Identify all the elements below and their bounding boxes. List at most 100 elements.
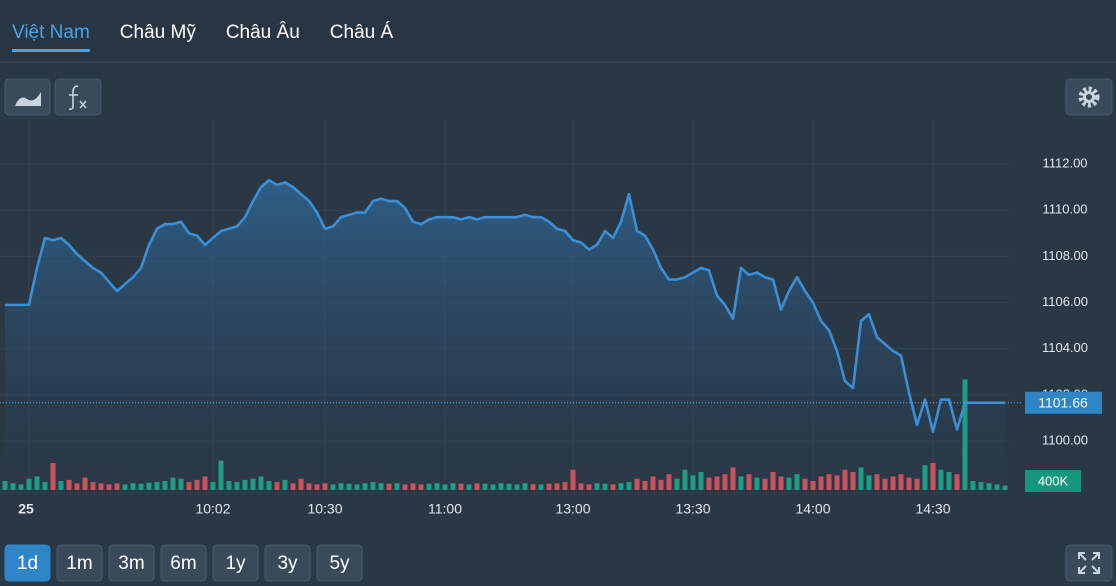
volume-bar [130, 483, 136, 490]
y-tick-label: 1112.00 [1042, 156, 1087, 171]
volume-bar [930, 462, 936, 490]
volume-bar [74, 483, 80, 490]
volume-bar [58, 480, 64, 490]
volume-bar [194, 479, 200, 490]
volume-bar [842, 469, 848, 490]
range-button[interactable]: 6m [160, 544, 207, 582]
volume-bar [618, 483, 624, 490]
volume-bar [2, 480, 8, 490]
volume-bar [234, 482, 240, 490]
volume-bar [674, 478, 680, 490]
range-button-label[interactable]: 3m [118, 553, 144, 574]
volume-bar [658, 479, 664, 490]
volume-bar [554, 483, 560, 490]
tab[interactable]: Châu Âu [226, 21, 300, 43]
range-button-bg[interactable] [4, 544, 51, 582]
volume-bar [306, 483, 312, 490]
volume-bar [434, 483, 440, 490]
volume-bar [410, 483, 416, 490]
volume-bar [226, 480, 232, 490]
range-button-bg[interactable] [212, 544, 259, 582]
volume-bar [426, 483, 432, 490]
volume-bar [42, 482, 48, 490]
volume-bar [650, 476, 656, 490]
tab[interactable]: Châu Á [330, 22, 394, 43]
volume-bar [90, 482, 96, 490]
volume-bar [402, 484, 408, 490]
volume-bar [722, 474, 728, 490]
range-button-label[interactable]: 5y [329, 553, 350, 574]
volume-bar [482, 483, 488, 490]
volume-bar [898, 474, 904, 490]
volume-bar [522, 483, 528, 490]
volume-bar [354, 484, 360, 490]
volume-bar [922, 465, 928, 490]
volume-bar [34, 476, 40, 490]
range-button[interactable]: 3m [108, 544, 155, 582]
range-button[interactable]: 3y [264, 544, 311, 582]
volume-bar [986, 483, 992, 490]
x-tick-label: 11:00 [428, 501, 462, 517]
volume-bar [210, 482, 216, 490]
range-button-bg[interactable] [160, 544, 207, 582]
range-button-label[interactable]: 1y [225, 553, 246, 574]
range-button-bg[interactable] [56, 544, 103, 582]
volume-bar [906, 477, 912, 490]
range-button-label[interactable]: 1d [17, 553, 38, 574]
area-type-button[interactable] [4, 78, 51, 116]
range-button[interactable]: 1m [56, 544, 103, 582]
volume-bar [954, 474, 960, 490]
volume-bar [362, 483, 368, 490]
volume-bar [538, 484, 544, 490]
range-button[interactable]: 5y [316, 544, 363, 582]
range-button[interactable]: 1d [4, 544, 51, 582]
x-tick-label: 10:02 [195, 501, 230, 517]
volume-bar [178, 478, 184, 490]
volume-bar [874, 474, 880, 490]
volume-bar [138, 483, 144, 490]
tab-bar [0, 0, 1116, 62]
tab[interactable]: Việt Nam [12, 22, 90, 43]
volume-bar [378, 483, 384, 490]
volume-bar [666, 474, 672, 490]
volume-bar [818, 476, 824, 490]
price-area [5, 180, 1005, 491]
range-button[interactable]: 1y [212, 544, 259, 582]
volume-bar [570, 469, 576, 490]
plot: 1100.001102.001104.001106.001108.001110.… [0, 120, 1102, 517]
y-tick-label: 1106.00 [1042, 294, 1088, 309]
tab[interactable]: Châu Mỹ [120, 22, 197, 43]
volume-bar [546, 483, 552, 490]
y-tick-label: 1104.00 [1042, 340, 1088, 355]
volume-tick-box [1025, 469, 1081, 492]
settings-button[interactable] [1065, 78, 1113, 116]
volume-bar [970, 480, 976, 490]
volume-bar [458, 483, 464, 490]
last-price-label: 1101.66 [1038, 394, 1088, 410]
range-button-label[interactable]: 6m [170, 553, 196, 574]
y-tick-label: 1110.00 [1042, 202, 1087, 217]
volume-bar [346, 483, 352, 490]
volume-bar [498, 483, 504, 490]
volume-bar [490, 484, 496, 490]
range-button-bg[interactable] [264, 544, 311, 582]
volume-bar [914, 478, 920, 490]
range-button-bg[interactable] [316, 544, 363, 582]
price-line [5, 178, 1005, 434]
volume-bar [578, 483, 584, 490]
range-button-label[interactable]: 1m [66, 553, 92, 574]
x-tick-label: 14:00 [795, 501, 830, 517]
volume-bar [858, 467, 864, 490]
y-tick-label: 1100.00 [1042, 433, 1088, 448]
volume-bar [170, 477, 176, 490]
volume-bar [762, 478, 768, 490]
volume-bar [266, 480, 272, 490]
volume-bar [978, 482, 984, 490]
range-button-label[interactable]: 3y [277, 553, 298, 574]
volume-bar [946, 471, 952, 490]
fullscreen-button[interactable] [1065, 544, 1113, 582]
range-button-bg[interactable] [108, 544, 155, 582]
volume-bar [754, 477, 760, 490]
indicator-button[interactable] [54, 78, 102, 116]
